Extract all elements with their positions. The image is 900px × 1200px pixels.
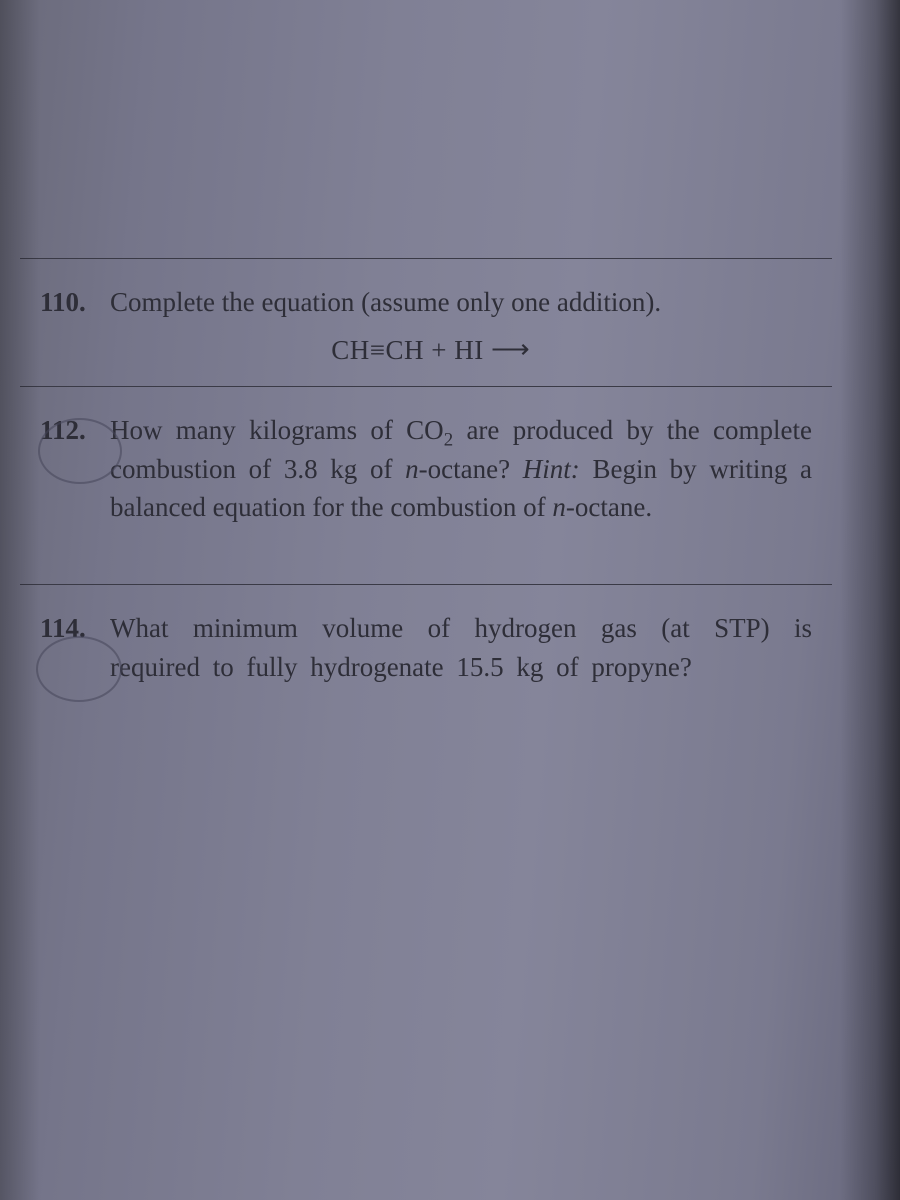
text-run: -octane?: [419, 454, 523, 484]
problem-text: What minimum volume of hydrogen gas (at …: [110, 609, 812, 686]
text-run: What minimum volume of hydrogen gas (at …: [110, 613, 812, 681]
problem-text: How many kilograms of CO2 are produced b…: [110, 411, 812, 526]
problem-number: 114.: [40, 609, 110, 686]
problem-110-equation: CH≡CH + HI ⟶: [0, 335, 860, 366]
problem-112: 112. How many kilograms of CO2 are produ…: [0, 387, 860, 550]
textbook-page: 110. Complete the equation (assume only …: [0, 0, 860, 1200]
hint-label: Hint:: [523, 454, 580, 484]
top-margin-spacer: [0, 0, 860, 258]
problem-110: 110. Complete the equation (assume only …: [0, 259, 860, 329]
italic-run: n: [405, 454, 419, 484]
italic-run: n: [552, 492, 566, 522]
problem-114: 114. What minimum volume of hydrogen gas…: [0, 585, 860, 710]
problem-number: 110.: [40, 283, 110, 321]
problem-text: Complete the equation (assume only one a…: [110, 283, 812, 321]
text-run: -octane.: [566, 492, 652, 522]
equation-lhs: CH≡CH + HI: [331, 335, 483, 365]
spacer: [0, 366, 860, 386]
problem-number: 112.: [40, 411, 110, 526]
subscript: 2: [444, 430, 453, 451]
spacer: [0, 550, 860, 584]
text-run: How many kilograms of CO: [110, 415, 444, 445]
reaction-arrow-icon: ⟶: [491, 334, 529, 365]
